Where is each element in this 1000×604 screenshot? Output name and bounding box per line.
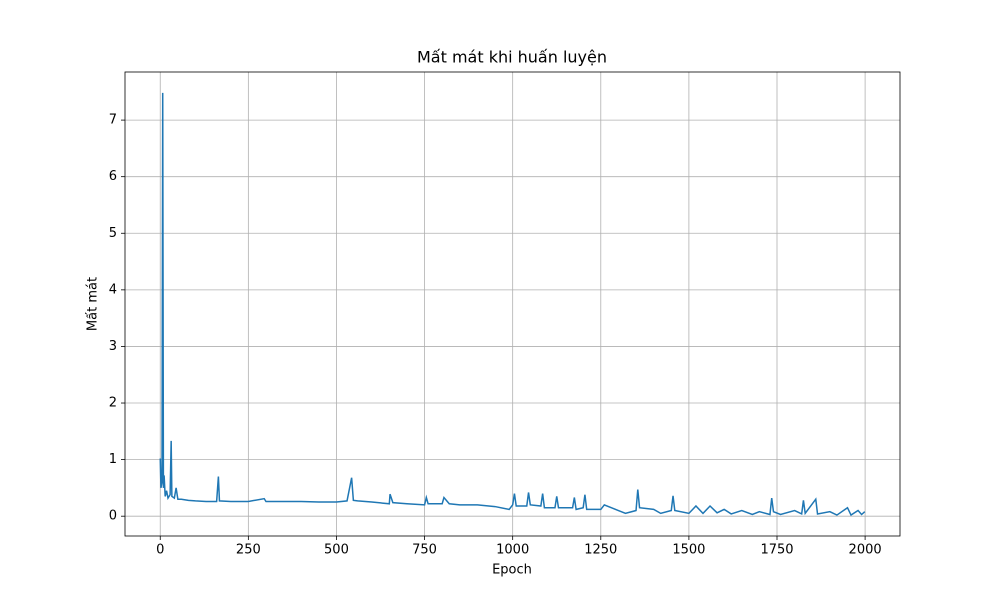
- x-tick-label: 250: [236, 543, 261, 558]
- y-tick-label: 7: [109, 113, 117, 128]
- x-tick-label: 1750: [760, 543, 793, 558]
- x-tick-label: 0: [156, 543, 164, 558]
- y-tick-label: 2: [109, 396, 117, 411]
- y-tick-label: 5: [109, 226, 117, 241]
- chart-title: Mất mát khi huấn luyện: [417, 48, 607, 67]
- x-tick-label: 500: [324, 543, 349, 558]
- x-tick-label: 1000: [496, 543, 529, 558]
- plot-frame: [124, 71, 901, 537]
- x-tick-label: 1250: [584, 543, 617, 558]
- y-tick-label: 0: [109, 509, 117, 524]
- y-tick-label: 3: [109, 339, 117, 354]
- y-tick-label: 1: [109, 452, 117, 467]
- x-axis-label: Epoch: [492, 563, 532, 578]
- x-tick-label: 750: [412, 543, 437, 558]
- x-tick-label: 1500: [672, 543, 705, 558]
- y-tick-label: 4: [109, 282, 117, 297]
- y-tick-label: 6: [109, 169, 117, 184]
- x-tick-label: 2000: [849, 543, 882, 558]
- y-axis-label: Mất mát: [86, 277, 101, 331]
- line-series: [159, 92, 866, 517]
